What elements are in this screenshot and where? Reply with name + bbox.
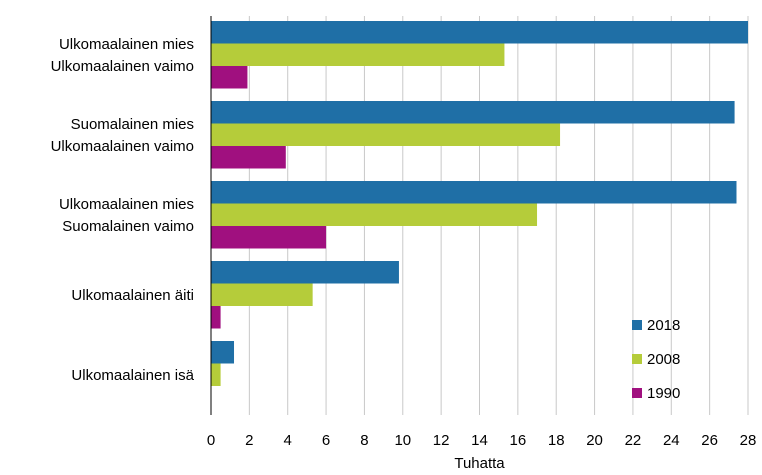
category-labels: Ulkomaalainen mies Ulkomaalainen vaimo Suo… (51, 36, 195, 384)
bar-2008-cat-0 (211, 43, 505, 66)
bar-2008-cat-3 (211, 283, 313, 306)
bar-2008-cat-4 (211, 363, 221, 386)
category-label-4-line-0: Ulkomaalainen isä (71, 367, 194, 384)
legend-label-2008: 2008 (647, 351, 680, 368)
bar-1990-cat-1 (211, 146, 286, 169)
legend-swatch-1990 (632, 388, 642, 398)
category-label-3-line-0: Ulkomaalainen äiti (71, 287, 194, 304)
x-tick-label-0: 0 (207, 432, 215, 449)
category-label-0-line-1: Ulkomaalainen vaimo (51, 58, 194, 75)
bar-2008-cat-1 (211, 123, 561, 146)
x-tick-label-24: 24 (663, 432, 680, 449)
x-tick-label-14: 14 (471, 432, 488, 449)
legend-label-1990: 1990 (647, 385, 680, 402)
legend: 2018 2008 1990 (632, 317, 680, 402)
category-label-1-line-1: Ulkomaalainen vaimo (51, 138, 194, 155)
bars (211, 21, 748, 386)
x-tick-label-6: 6 (322, 432, 330, 449)
bar-2018-cat-4 (211, 341, 235, 364)
category-label-2-line-1: Suomalainen vaimo (62, 218, 194, 235)
bar-2018-cat-2 (211, 181, 737, 204)
bar-2018-cat-1 (211, 101, 735, 124)
x-tick-label-26: 26 (701, 432, 718, 449)
x-tick-label-18: 18 (548, 432, 565, 449)
x-tick-label-28: 28 (740, 432, 757, 449)
bar-1990-cat-3 (211, 306, 221, 329)
bar-1990-cat-0 (211, 66, 248, 89)
x-tick-label-8: 8 (360, 432, 368, 449)
x-axis-title: Tuhatta (454, 455, 505, 472)
x-tick-label-2: 2 (245, 432, 253, 449)
x-tick-label-22: 22 (625, 432, 642, 449)
x-tick-label-20: 20 (586, 432, 603, 449)
x-tick-label-16: 16 (510, 432, 527, 449)
bar-2018-cat-3 (211, 261, 399, 284)
category-label-2-line-0: Ulkomaalainen mies (59, 196, 194, 213)
x-tick-labels: 0 2 4 6 8 10 12 14 16 18 20 22 24 26 28 (207, 432, 757, 449)
category-label-0-line-0: Ulkomaalainen mies (59, 36, 194, 53)
legend-label-2018: 2018 (647, 317, 680, 334)
legend-swatch-2008 (632, 354, 642, 364)
bar-2008-cat-2 (211, 203, 538, 226)
category-label-1-line-0: Suomalainen mies (71, 116, 194, 133)
bar-2018-cat-0 (211, 21, 748, 44)
legend-swatch-2018 (632, 320, 642, 330)
bar-1990-cat-2 (211, 226, 327, 249)
x-tick-label-10: 10 (394, 432, 411, 449)
x-tick-label-4: 4 (284, 432, 292, 449)
x-tick-label-12: 12 (433, 432, 450, 449)
